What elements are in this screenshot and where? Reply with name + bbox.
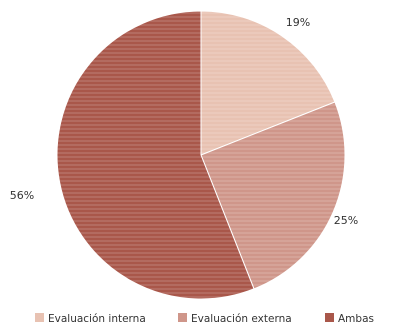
legend-swatch-3 — [325, 313, 334, 322]
pie-slices — [56, 10, 346, 300]
legend-swatch-1 — [35, 313, 44, 322]
pie-slice-texture-2 — [201, 101, 345, 289]
legend-swatch-2 — [178, 313, 187, 322]
legend-label-1: Evaluación interna — [48, 313, 146, 325]
legend-label-3: Ambas — [338, 313, 374, 325]
data-label-2: 25% — [334, 214, 358, 227]
data-labels: 19% 25% 56% — [10, 16, 358, 227]
legend-label-2: Evaluación externa — [191, 313, 292, 325]
pie-slice-texture-1 — [201, 11, 335, 155]
data-label-3: 56% — [10, 189, 34, 202]
data-label-1: 19% — [286, 16, 310, 29]
pie-slice-texture-3 — [57, 11, 255, 299]
legend: Evaluación interna Evaluación externa Amba… — [35, 313, 374, 325]
